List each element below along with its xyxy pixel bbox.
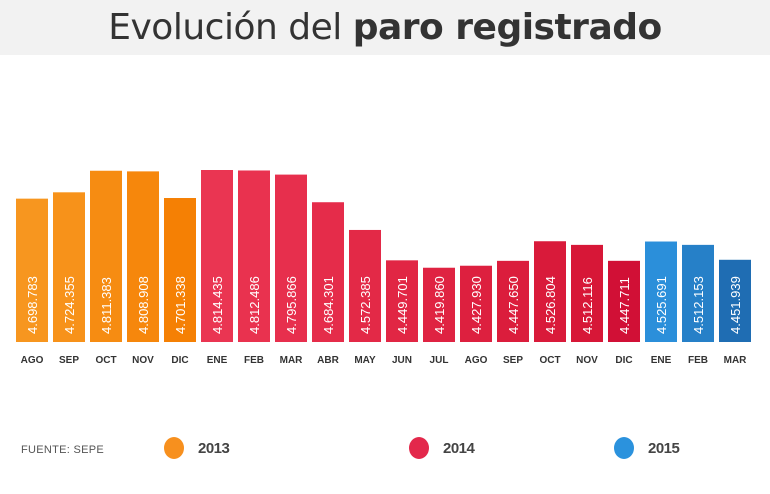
data-label: 4.525.691 bbox=[654, 276, 669, 334]
data-label: 4.427.930 bbox=[469, 276, 484, 334]
x-tick-label: JUN bbox=[392, 355, 412, 366]
x-tick-label: AGO bbox=[465, 355, 488, 366]
bar-ago-2014 bbox=[460, 265, 492, 342]
data-label: 4.512.116 bbox=[580, 277, 595, 334]
data-label: 4.447.650 bbox=[506, 276, 521, 334]
data-label: 4.698.783 bbox=[25, 276, 40, 334]
x-tick-label: OCT bbox=[539, 355, 560, 366]
bar-dic-2013 bbox=[164, 198, 196, 342]
legend-item-2015: 2015 bbox=[614, 437, 680, 459]
data-label: 4.512.153 bbox=[691, 276, 706, 334]
data-label: 4.724.355 bbox=[62, 276, 77, 334]
legend-label: 2015 bbox=[648, 439, 680, 457]
bar-may-2014 bbox=[349, 229, 381, 342]
bar-sep-2013 bbox=[53, 192, 85, 342]
data-label: 4.795.866 bbox=[284, 276, 299, 334]
bar-ago-2013 bbox=[16, 198, 48, 342]
bar-mar-2015 bbox=[719, 259, 751, 342]
data-label: 4.811.383 bbox=[99, 277, 114, 334]
bar-jul-2014 bbox=[423, 267, 455, 342]
data-label: 4.701.338 bbox=[173, 276, 188, 334]
data-label: 4.572.385 bbox=[358, 276, 373, 334]
bar-ene-2014 bbox=[201, 170, 233, 342]
bar-chart: 4.698.783 AGO 4.724.355 SEP 4.811.383 OCT 4.80… bbox=[16, 170, 751, 366]
x-tick-label: FEB bbox=[688, 355, 708, 366]
data-label: 4.451.939 bbox=[728, 276, 743, 334]
data-label: 4.419.860 bbox=[432, 276, 447, 334]
x-tick-label: ENE bbox=[207, 355, 228, 366]
x-tick-label: SEP bbox=[503, 355, 523, 366]
x-tick-label: MAR bbox=[280, 355, 304, 366]
x-tick-label: NOV bbox=[576, 355, 598, 366]
x-tick-label: ENE bbox=[651, 355, 672, 366]
bar-feb-2014 bbox=[238, 170, 270, 342]
x-tick-label: AGO bbox=[21, 355, 44, 366]
data-label: 4.447.711 bbox=[617, 277, 632, 334]
legend-dot-2014 bbox=[409, 437, 429, 459]
legend-item-2014: 2014 bbox=[409, 437, 475, 459]
bar-jun-2014 bbox=[386, 260, 418, 342]
header: Evolución del paro registrado bbox=[0, 0, 770, 55]
legend-label: 2014 bbox=[443, 439, 475, 457]
legend-label: 2013 bbox=[198, 439, 230, 457]
data-label: 4.684.301 bbox=[321, 276, 336, 334]
x-tick-label: NOV bbox=[132, 355, 154, 366]
bar-dic-2014 bbox=[608, 260, 640, 342]
page-title: Evolución del paro registrado bbox=[108, 7, 663, 48]
x-tick-label: DIC bbox=[171, 355, 188, 366]
x-tick-label: MAR bbox=[724, 355, 748, 366]
bar-nov-2014 bbox=[571, 244, 603, 342]
title-bold: paro registrado bbox=[352, 7, 663, 48]
x-tick-label: MAY bbox=[354, 355, 376, 366]
x-tick-label: OCT bbox=[95, 355, 116, 366]
bar-sep-2014 bbox=[497, 260, 529, 342]
legend-dot-2013 bbox=[164, 437, 184, 459]
data-label: 4.449.701 bbox=[395, 276, 410, 334]
data-label: 4.812.486 bbox=[247, 276, 262, 334]
bar-oct-2013 bbox=[90, 170, 122, 342]
source-note: FUENTE: SEPE bbox=[21, 444, 105, 456]
x-tick-label: SEP bbox=[59, 355, 79, 366]
bar-feb-2015 bbox=[682, 244, 714, 342]
title-regular: Evolución del bbox=[108, 7, 342, 48]
data-label: 4.526.804 bbox=[543, 276, 558, 334]
bar-mar-2014 bbox=[275, 174, 307, 342]
x-tick-label: JUL bbox=[430, 355, 449, 366]
legend-item-2013: 2013 bbox=[164, 437, 230, 459]
data-label: 4.808.908 bbox=[136, 276, 151, 334]
bar-abr-2014 bbox=[312, 202, 344, 342]
data-label: 4.814.435 bbox=[210, 276, 225, 334]
x-tick-label: DIC bbox=[615, 355, 632, 366]
bar-nov-2013 bbox=[127, 171, 159, 342]
x-tick-label: ABR bbox=[317, 355, 339, 366]
bar-oct-2014 bbox=[534, 241, 566, 342]
x-tick-label: FEB bbox=[244, 355, 264, 366]
legend-dot-2015 bbox=[614, 437, 634, 459]
bar-ene-2015 bbox=[645, 241, 677, 342]
